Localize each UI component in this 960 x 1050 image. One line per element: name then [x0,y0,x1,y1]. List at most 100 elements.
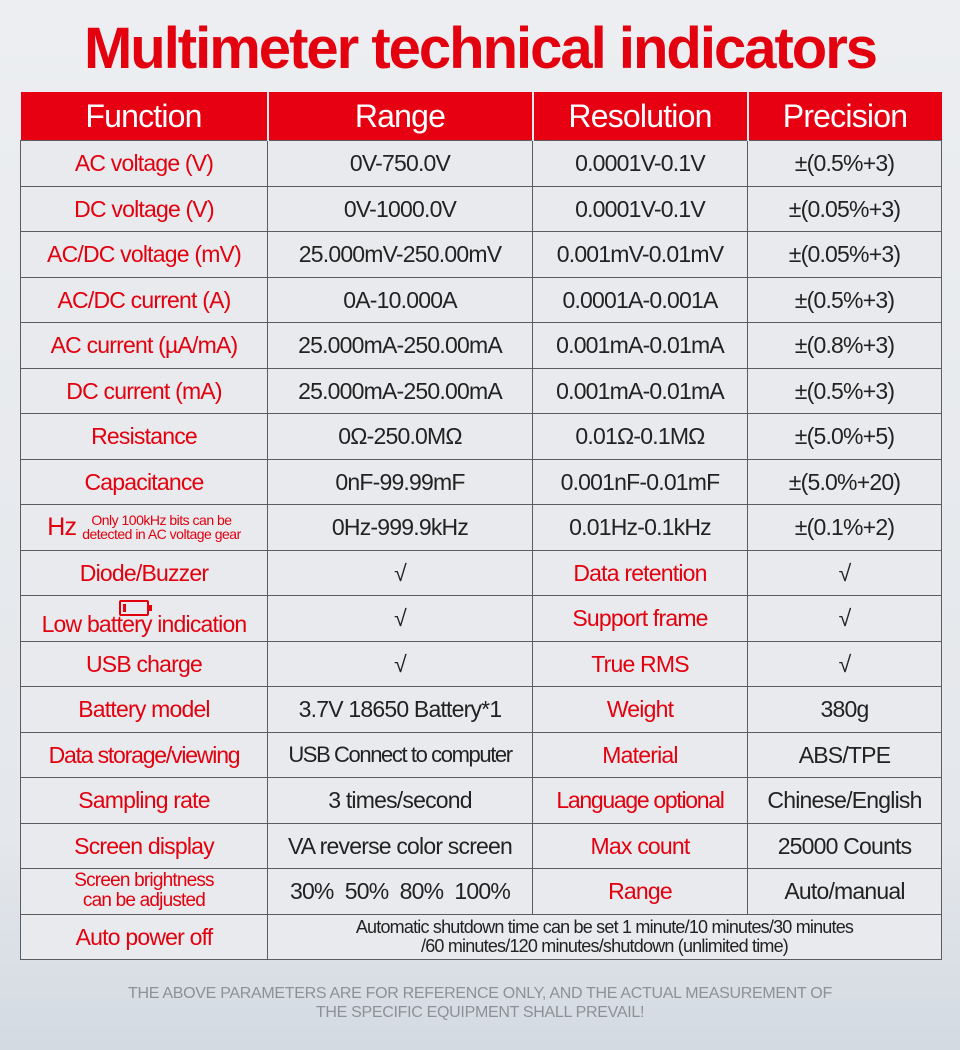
table-row: AC current (µA/mA) 25.000mA-250.00mA 0.001… [20,322,942,369]
resolution-cell: 0.001mA-0.01mA [532,367,748,414]
precision-cell: ±(5.0%+5) [747,413,942,460]
feature-value-cell: VA reverse color screen [267,822,533,869]
range-cell: 0A-10.000A [267,276,533,323]
feature-label-cell: Range [532,868,748,915]
table-row: Diode/Buzzer √ Data retention √ [20,549,942,596]
page-title: Multimeter technical indicators [83,16,878,81]
brightness-label-line-2: can be adjusted [82,890,206,912]
resolution-cell: 0.01Ω-0.1MΩ [532,413,748,460]
range-cell: 0Ω-250.0MΩ [267,413,533,460]
feature-value-cell: 30% 50% 80% 100% [267,868,533,915]
feature-value-cell: √ [267,640,533,687]
function-cell: Hz Only 100kHz bits can be detected in AC … [20,504,268,551]
function-cell: Capacitance [20,458,268,505]
function-cell: AC/DC voltage (mV) [20,231,268,278]
header-precision: Precision [747,92,942,141]
range-cell: 0nF-99.99mF [267,458,533,505]
table-row-brightness: Screen brightness can be adjusted 30% 50% … [20,868,942,915]
table-row: Battery model 3.7V 18650 Battery*1 Weight 3… [20,686,942,733]
feature-label-cell: Low battery indication [20,595,268,642]
power-line-1: Automatic shutdown time can be set 1 min… [355,916,854,937]
function-cell: Resistance [20,413,268,460]
precision-cell: ±(0.5%+3) [747,276,942,323]
precision-cell: ±(0.5%+3) [747,367,942,414]
header-row: Function Range Resolution Precision [20,92,942,141]
precision-cell: ±(0.8%+3) [747,322,942,369]
feature-value-cell: 3 times/second [267,777,533,824]
feature-value-cell: USB Connect to computer [267,731,533,778]
feature-value-cell: √ [747,640,942,687]
precision-cell: ±(0.05%+3) [747,231,942,278]
table-row: Sampling rate 3 times/second Language opti… [20,777,942,824]
disclaimer-line-1: THE ABOVE PARAMETERS ARE FOR REFERENCE O… [128,985,832,1002]
precision-cell: ±(0.5%+3) [747,140,942,187]
disclaimer: THE ABOVE PARAMETERS ARE FOR REFERENCE O… [0,984,960,1022]
resolution-cell: 0.001mA-0.01mA [532,322,748,369]
header-resolution: Resolution [532,92,749,141]
table-row: Low battery indication √ Support frame √ [20,595,942,642]
hz-note: Only 100kHz bits can be detected in AC vo… [82,513,241,541]
feature-label-cell: Max count [532,822,748,869]
hz-note-line-1: Only 100kHz bits can be [91,512,232,529]
feature-value-cell: Auto/manual [747,868,942,915]
table-row: AC/DC current (A) 0A-10.000A 0.0001A-0.001… [20,276,942,323]
feature-value-cell: √ [267,595,533,642]
resolution-cell: 0.0001V-0.1V [532,185,748,232]
power-off-value-cell: Automatic shutdown time can be set 1 min… [267,913,942,960]
feature-label-cell: Material [532,731,748,778]
table-row: DC current (mA) 25.000mA-250.00mA 0.001mA-… [20,367,942,414]
range-cell: 0V-750.0V [267,140,533,187]
disclaimer-line-2: THE SPECIFIC EQUIPMENT SHALL PREVAIL! [315,1004,645,1021]
battery-low-icon [119,600,152,617]
feature-label-cell: Language optional [532,777,748,824]
table-row: USB charge √ True RMS √ [20,640,942,687]
feature-label-cell: Screen display [20,822,268,869]
feature-label-cell: Sampling rate [20,777,268,824]
resolution-cell: 0.001nF-0.01mF [532,458,748,505]
table-row: Capacitance 0nF-99.99mF 0.001nF-0.01mF ±(5.… [20,458,942,505]
table-row: Resistance 0Ω-250.0MΩ 0.01Ω-0.1MΩ ±(5.0%+5) [20,413,942,460]
feature-label-cell: Diode/Buzzer [20,549,268,596]
feature-value-cell: 3.7V 18650 Battery*1 [267,686,533,733]
feature-value-cell: ABS/TPE [747,731,942,778]
header-function: Function [20,92,269,141]
function-cell: DC voltage (V) [20,185,268,232]
range-cell: 25.000mA-250.00mA [267,367,533,414]
function-cell: AC current (µA/mA) [20,322,268,369]
feature-label-cell: USB charge [20,640,268,687]
table-row: AC/DC voltage (mV) 25.000mV-250.00mV 0.001… [20,231,942,278]
range-cell: 0V-1000.0V [267,185,533,232]
feature-label-cell: True RMS [532,640,748,687]
range-cell: 0Hz-999.9kHz [267,504,533,551]
hz-label-group: Hz Only 100kHz bits can be detected in AC … [47,513,241,542]
feature-value-cell: 380g [747,686,942,733]
brightness-label-line-1: Screen brightness [74,870,214,892]
feature-value-cell: √ [747,549,942,596]
feature-label-cell: Support frame [532,595,748,642]
table-row: Data storage/viewing USB Connect to compu… [20,731,942,778]
resolution-cell: 0.0001A-0.001A [532,276,748,323]
spec-table: Function Range Resolution Precision AC v… [20,92,942,960]
header-range: Range [267,92,534,141]
feature-value-cell: Chinese/English [747,777,942,824]
feature-label-cell: Battery model [20,686,268,733]
feature-label-cell: Data retention [532,549,748,596]
hz-label: Hz [47,513,77,542]
precision-cell: ±(5.0%+20) [747,458,942,505]
function-cell: AC/DC current (A) [20,276,268,323]
resolution-cell: 0.001mV-0.01mV [532,231,748,278]
feature-label-cell: Screen brightness can be adjusted [20,868,268,915]
range-cell: 25.000mV-250.00mV [267,231,533,278]
table-row: Screen display VA reverse color screen Max… [20,822,942,869]
feature-label-cell: Data storage/viewing [20,731,268,778]
hz-note-line-2: detected in AC voltage gear [82,526,241,543]
range-cell: 25.000mA-250.00mA [267,322,533,369]
precision-cell: ±(0.1%+2) [747,504,942,551]
power-line-2: /60 minutes/120 minutes/shutdown (unlimi… [421,935,789,956]
feature-value-cell: 25000 Counts [747,822,942,869]
table-row: AC voltage (V) 0V-750.0V 0.0001V-0.1V ±(0.5… [20,140,942,187]
precision-cell: ±(0.05%+3) [747,185,942,232]
table-row-hz: Hz Only 100kHz bits can be detected in AC … [20,504,942,551]
feature-label-cell: Auto power off [20,913,268,960]
table-row-power: Auto power off Automatic shutdown time ca… [20,913,942,960]
